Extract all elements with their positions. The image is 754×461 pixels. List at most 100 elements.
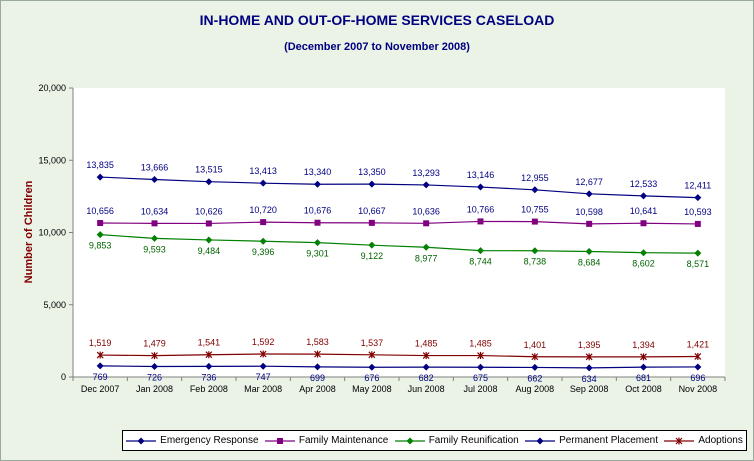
family-reunification-point bbox=[477, 247, 484, 255]
adoptions-data-label: 1,485 bbox=[469, 339, 492, 349]
permanent-placement-point bbox=[531, 186, 539, 194]
emergency-response-data-label: 682 bbox=[419, 373, 434, 383]
permanent-placement-point bbox=[314, 180, 321, 188]
adoptions-point bbox=[368, 351, 376, 359]
permanent-placement-data-label: 13,340 bbox=[304, 167, 332, 177]
emergency-response-data-label: 676 bbox=[364, 373, 379, 383]
legend-item-emergency-response: Emergency Response bbox=[126, 435, 259, 446]
emergency-response-data-label: 675 bbox=[473, 373, 488, 383]
x-tick-label: Jul 2008 bbox=[463, 384, 497, 394]
emergency-response-point bbox=[694, 363, 702, 371]
permanent-placement-point bbox=[640, 192, 647, 200]
family-maintenance-point bbox=[477, 218, 484, 225]
adoptions-point bbox=[96, 351, 104, 359]
family-reunification-data-label: 9,853 bbox=[89, 241, 112, 251]
family-reunification-point bbox=[531, 247, 539, 255]
permanent-placement-point bbox=[151, 176, 158, 184]
legend-swatch bbox=[126, 437, 157, 444]
permanent-placement-point bbox=[477, 183, 484, 191]
permanent-placement-data-label: 13,293 bbox=[412, 168, 440, 178]
emergency-response-data-label: 681 bbox=[636, 373, 651, 383]
permanent-placement-point bbox=[96, 173, 104, 181]
legend-swatch bbox=[525, 437, 556, 444]
legend-swatch-marker bbox=[137, 437, 145, 444]
adoptions-data-label: 1,583 bbox=[306, 337, 329, 347]
legend-swatch bbox=[394, 437, 425, 444]
family-reunification-data-label: 9,301 bbox=[306, 249, 329, 259]
adoptions-data-label: 1,485 bbox=[415, 339, 438, 349]
family-maintenance-data-label: 10,636 bbox=[412, 206, 440, 216]
y-axis-title: Number of Children bbox=[23, 180, 35, 283]
adoptions-data-label: 1,401 bbox=[524, 340, 547, 350]
family-maintenance-data-label: 10,755 bbox=[521, 205, 549, 215]
family-reunification-point bbox=[314, 239, 321, 247]
family-maintenance-point bbox=[531, 218, 538, 225]
x-tick-label: Jan 2008 bbox=[136, 384, 173, 394]
permanent-placement-data-label: 12,533 bbox=[630, 179, 658, 189]
permanent-placement-point bbox=[259, 179, 267, 187]
family-reunification-line bbox=[100, 234, 698, 254]
legend-swatch-marker bbox=[406, 437, 414, 444]
emergency-response-point bbox=[531, 363, 539, 371]
legend-item-permanent-placement: Permanent Placement bbox=[525, 435, 658, 446]
permanent-placement-point bbox=[368, 180, 376, 188]
family-reunification-data-label: 9,593 bbox=[143, 244, 166, 254]
family-reunification-point bbox=[585, 248, 593, 256]
legend-label: Adoptions bbox=[698, 435, 743, 446]
plot-area: 0 5,000 10,000 15,000 20,000 Dec 2007 Jan 2008… bbox=[23, 83, 726, 394]
permanent-placement-data-label: 13,146 bbox=[467, 170, 495, 180]
family-reunification-data-label: 9,484 bbox=[198, 246, 221, 256]
emergency-response-point bbox=[422, 363, 430, 371]
adoptions-point bbox=[314, 350, 321, 358]
emergency-response-point bbox=[259, 362, 267, 370]
family-reunification-point bbox=[368, 241, 376, 249]
adoptions-data-label: 1,541 bbox=[198, 338, 221, 348]
y-tick-label: 0 bbox=[61, 372, 66, 382]
emergency-response-point bbox=[151, 363, 158, 371]
family-reunification-point bbox=[640, 249, 647, 257]
x-tick-label: Apr 2008 bbox=[299, 384, 336, 394]
adoptions-data-label: 1,537 bbox=[361, 338, 384, 348]
legend-swatch-marker bbox=[675, 437, 683, 444]
emergency-response-point bbox=[640, 363, 647, 371]
adoptions-point bbox=[205, 351, 213, 359]
x-tick-label: Nov 2008 bbox=[679, 384, 718, 394]
legend-label: Emergency Response bbox=[160, 435, 259, 446]
family-reunification-data-label: 8,738 bbox=[524, 257, 547, 267]
emergency-response-point bbox=[96, 362, 104, 370]
emergency-response-line bbox=[100, 365, 698, 369]
permanent-placement-data-label: 13,413 bbox=[249, 166, 277, 176]
emergency-response-data-label: 699 bbox=[310, 373, 325, 383]
family-maintenance-data-label: 10,656 bbox=[86, 206, 114, 216]
adoptions-data-label: 1,519 bbox=[89, 338, 112, 348]
permanent-placement-point bbox=[205, 178, 213, 186]
x-tick-label: Mar 2008 bbox=[244, 384, 282, 394]
permanent-placement-data-label: 13,515 bbox=[195, 165, 223, 175]
x-tick-label: Aug 2008 bbox=[516, 384, 555, 394]
family-reunification-point bbox=[422, 243, 430, 251]
family-maintenance-point bbox=[260, 219, 267, 226]
family-maintenance-point bbox=[314, 219, 321, 226]
family-reunification-point bbox=[151, 234, 158, 242]
family-maintenance-data-label: 10,626 bbox=[195, 206, 223, 216]
family-reunification-point bbox=[96, 231, 104, 239]
adoptions-point bbox=[531, 353, 539, 361]
family-maintenance-point bbox=[151, 220, 158, 227]
legend-item-family-reunification: Family Reunification bbox=[394, 435, 519, 446]
legend: Emergency Response Family Maintenance Fami… bbox=[122, 430, 747, 451]
legend-item-adoptions: Adoptions bbox=[664, 435, 743, 446]
emergency-response-data-label: 662 bbox=[527, 373, 542, 383]
legend-swatch bbox=[664, 437, 695, 444]
chart-title: IN-HOME AND OUT-OF-HOME SERVICES CASELOA… bbox=[199, 12, 555, 28]
family-reunification-point bbox=[259, 237, 267, 245]
emergency-response-data-label: 726 bbox=[147, 373, 162, 383]
family-reunification-data-label: 9,122 bbox=[361, 251, 384, 261]
permanent-placement-point bbox=[694, 194, 702, 202]
family-reunification-data-label: 8,744 bbox=[469, 257, 492, 267]
adoptions-point bbox=[151, 352, 158, 360]
family-reunification-data-label: 8,977 bbox=[415, 253, 438, 263]
legend-label: Permanent Placement bbox=[559, 435, 659, 446]
family-maintenance-point bbox=[640, 220, 647, 227]
family-maintenance-data-label: 10,593 bbox=[684, 207, 712, 217]
adoptions-data-label: 1,479 bbox=[143, 339, 166, 349]
